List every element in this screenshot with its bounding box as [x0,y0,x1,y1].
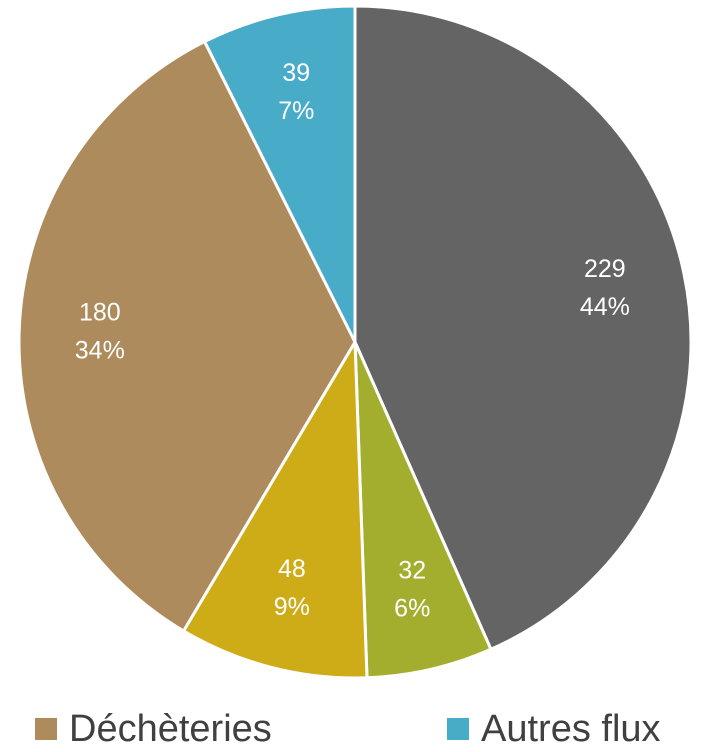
data-label: 39 [282,59,310,87]
data-label: 7% [278,97,314,125]
data-label: 6% [394,594,430,622]
pie-slice [353,4,693,651]
legend-swatch [447,718,469,740]
data-label: 229 [584,255,626,283]
legend-swatch [35,718,57,740]
legend-label: Autres flux [481,708,661,750]
data-label: 32 [398,556,426,584]
pie-slice [182,340,369,680]
pie-slice [203,4,357,344]
pie-slice [17,40,357,633]
data-label: 48 [278,555,306,583]
data-label: 34% [75,336,125,364]
data-label: 9% [274,593,310,621]
data-label: 180 [79,298,121,326]
data-label: 44% [580,293,630,321]
legend-label: Déchèteries [69,708,272,750]
pie-slice [353,340,493,680]
